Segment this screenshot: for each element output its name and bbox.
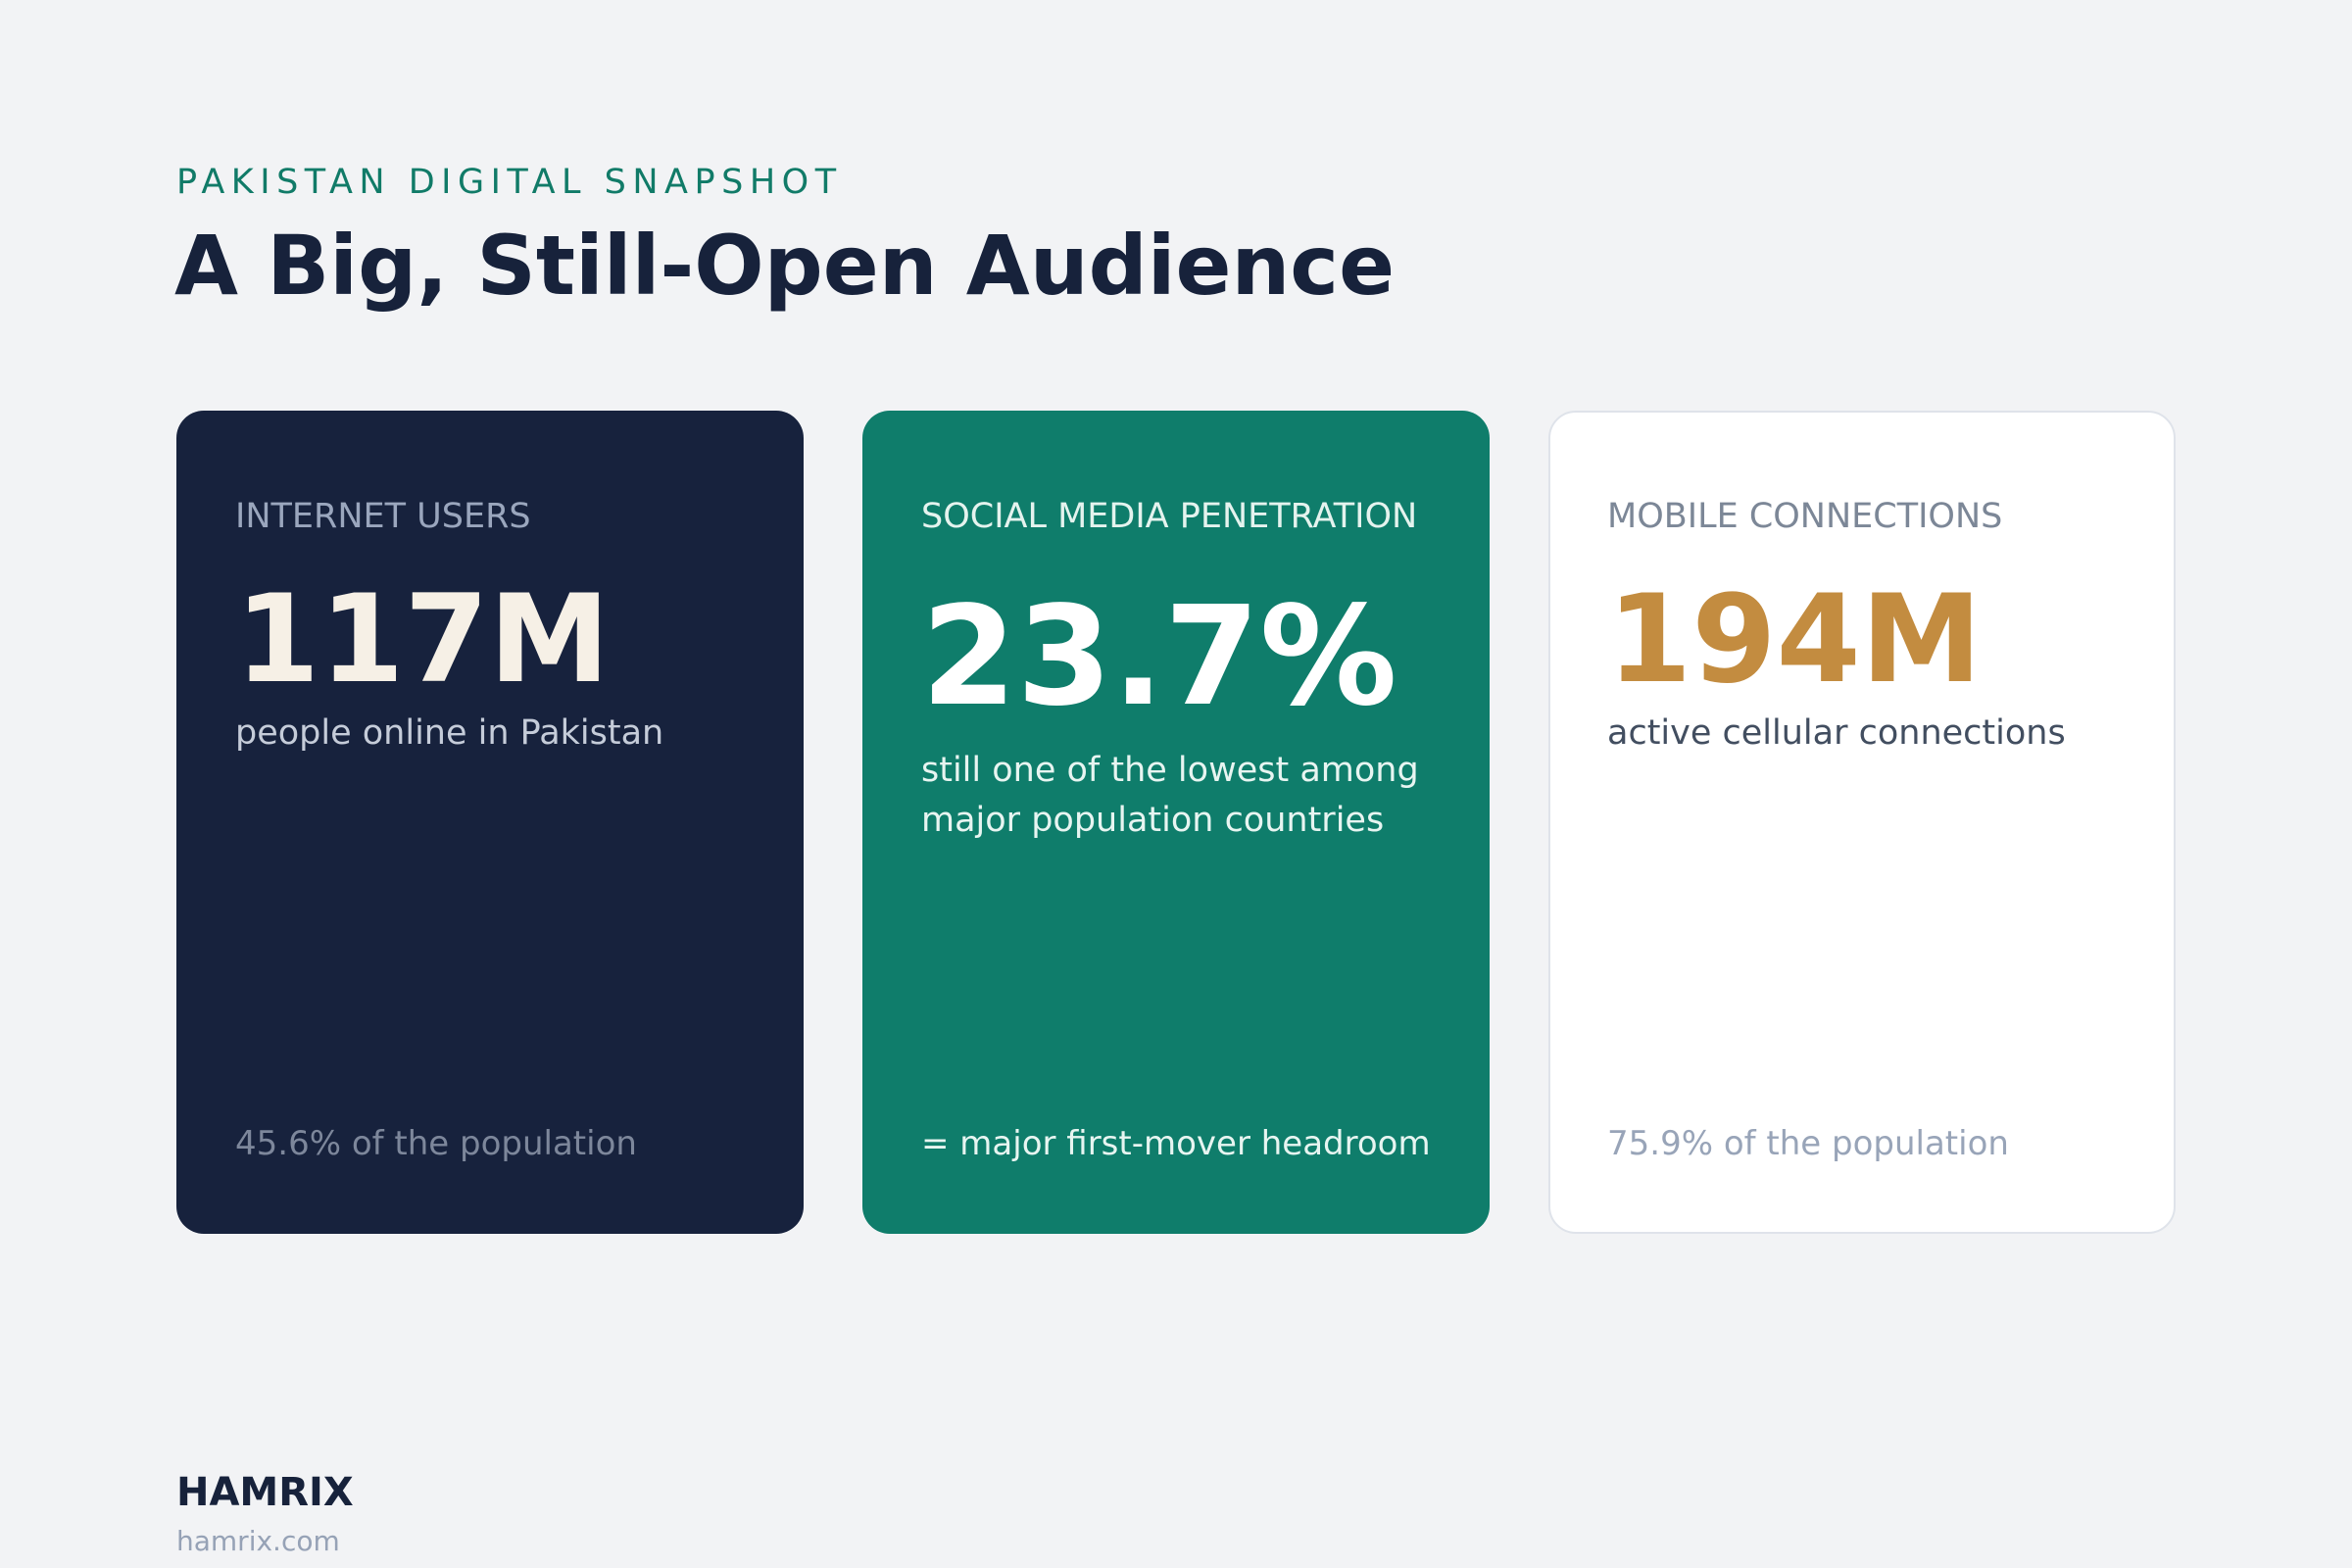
- stat-value: 117M: [235, 569, 611, 710]
- stat-description: active cellular connections: [1607, 713, 2066, 753]
- stat-footnote: 75.9% of the population: [1607, 1124, 2009, 1163]
- stat-footnote: = major first-mover headroom: [921, 1124, 1431, 1163]
- stat-card-internet-users: INTERNET USERS 117M people online in Pak…: [176, 411, 804, 1234]
- stat-label: SOCIAL MEDIA PENETRATION: [921, 497, 1418, 536]
- stat-card-mobile-connections: MOBILE CONNECTIONS 194M active cellular …: [1548, 411, 2176, 1234]
- stat-value: 23.7%: [921, 577, 1397, 737]
- stat-card-social-media: SOCIAL MEDIA PENETRATION 23.7% still one…: [862, 411, 1490, 1234]
- eyebrow-label: PAKISTAN DIGITAL SNAPSHOT: [176, 163, 843, 202]
- page-title: A Big, Still-Open Audience: [174, 218, 1396, 314]
- stat-footnote: 45.6% of the population: [235, 1124, 637, 1163]
- brand-url: hamrix.com: [176, 1525, 340, 1557]
- stat-value: 194M: [1607, 569, 1983, 710]
- stat-label: MOBILE CONNECTIONS: [1607, 497, 2003, 536]
- stat-label: INTERNET USERS: [235, 497, 531, 536]
- stat-description: people online in Pakistan: [235, 713, 664, 753]
- brand-name: HAMRIX: [176, 1470, 354, 1515]
- stat-description: still one of the lowest among major popu…: [921, 751, 1419, 840]
